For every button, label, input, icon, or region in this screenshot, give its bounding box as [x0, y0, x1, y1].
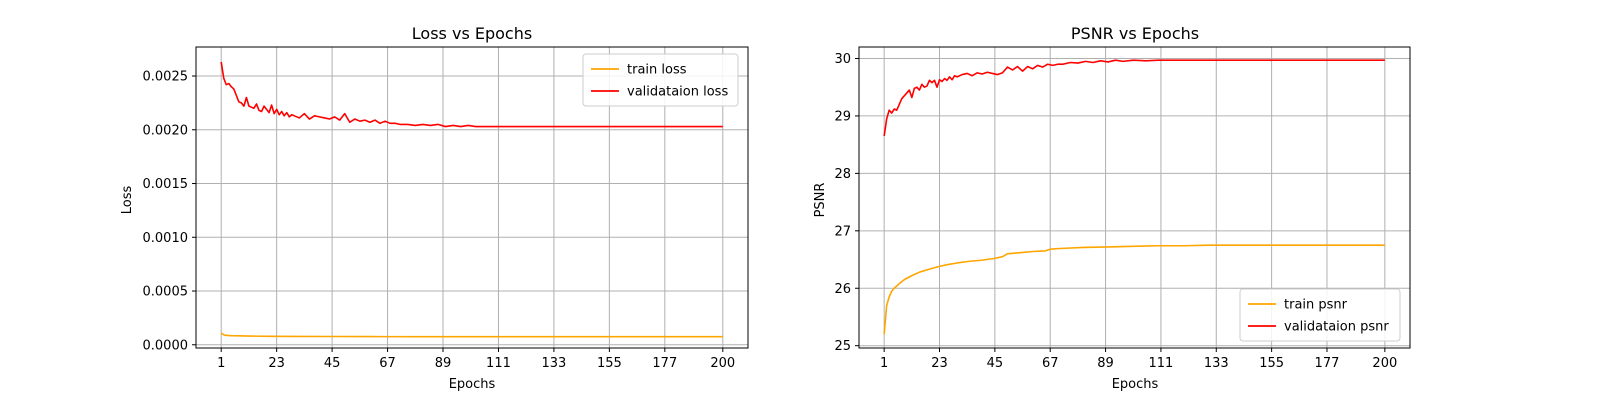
- y-tick-label: 0.0000: [143, 338, 189, 353]
- x-tick-label: 133: [1204, 356, 1229, 371]
- x-tick-label: 67: [1042, 356, 1059, 371]
- x-tick-label: 200: [1372, 356, 1397, 371]
- x-tick-label: 23: [268, 356, 285, 371]
- series-line: [883, 59, 1385, 137]
- y-axis-label: Loss: [120, 186, 135, 215]
- y-tick-label: 28: [834, 167, 851, 182]
- legend-label: train loss: [627, 63, 687, 78]
- psnr-chart: PSNR vs Epochs Epochs PSNR 1 23 45 67 89 111 1…: [813, 24, 1411, 392]
- series-line: [883, 244, 1385, 335]
- y-tick-label: 29: [834, 109, 851, 124]
- y-tick-label: 0.0020: [143, 123, 189, 138]
- x-tick-label: 45: [987, 356, 1004, 371]
- y-tick-label: 0.0025: [143, 70, 189, 85]
- legend-label: train psnr: [1284, 298, 1348, 313]
- x-tick-label: 177: [1315, 356, 1340, 371]
- legend-box: [582, 53, 739, 107]
- legend-box: [1239, 288, 1401, 342]
- x-tick-label: 23: [931, 356, 948, 371]
- x-tick-label: 155: [597, 356, 622, 371]
- chart-title: Loss vs Epochs: [412, 24, 532, 43]
- x-tick-label: 1: [880, 356, 888, 371]
- x-axis-label: Epochs: [1112, 377, 1159, 392]
- x-tick-label: 89: [1097, 356, 1114, 371]
- chart-title: PSNR vs Epochs: [1071, 24, 1199, 43]
- x-tick-label: 111: [1149, 356, 1174, 371]
- x-tick-label: 155: [1259, 356, 1284, 371]
- y-tick-label: 30: [834, 52, 851, 67]
- x-tick-label: 89: [435, 356, 452, 371]
- y-tick-label: 0.0005: [143, 285, 189, 300]
- legend-label: validataion loss: [627, 85, 728, 100]
- y-tick-label: 27: [834, 224, 851, 239]
- x-axis-label: Epochs: [449, 377, 496, 392]
- plot-frame: [858, 46, 1411, 349]
- x-tick-label: 133: [542, 356, 567, 371]
- x-tick-label: 111: [486, 356, 511, 371]
- y-tick-label: 25: [834, 339, 851, 354]
- y-axis-label: PSNR: [813, 183, 828, 218]
- x-tick-label: 177: [652, 356, 677, 371]
- loss-chart: Loss vs Epochs Epochs Loss 1 23 45 67 89 111 1…: [120, 24, 749, 392]
- x-tick-label: 67: [379, 356, 396, 371]
- plot-frame: [195, 46, 749, 349]
- y-tick-label: 0.0015: [143, 177, 189, 192]
- series-line: [220, 332, 723, 338]
- y-tick-label: 26: [834, 282, 851, 297]
- x-tick-label: 200: [710, 356, 735, 371]
- x-tick-label: 45: [324, 356, 341, 371]
- x-tick-label: 1: [217, 356, 225, 371]
- series-line: [220, 61, 723, 128]
- legend-label: validataion psnr: [1284, 320, 1389, 335]
- y-tick-label: 0.0010: [143, 231, 189, 246]
